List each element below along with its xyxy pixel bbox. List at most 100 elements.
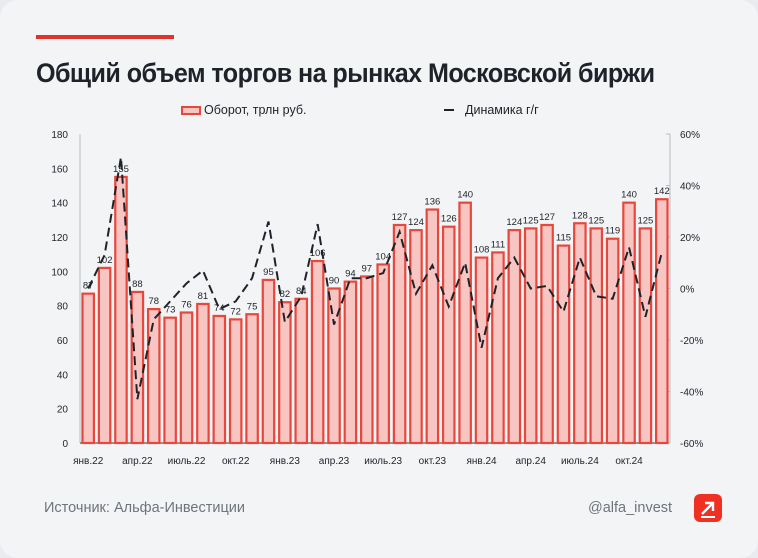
bar-value-label: 119 — [605, 226, 620, 237]
bar — [392, 223, 407, 445]
bar — [441, 225, 456, 445]
y2-tick-label: -20% — [680, 336, 703, 347]
bar — [425, 208, 440, 445]
y2-tick-label: 20% — [680, 233, 700, 244]
bar — [523, 227, 538, 445]
bar-value-label: 88 — [132, 279, 143, 290]
bar-value-label: 125 — [523, 215, 539, 226]
y-tick-label: 0 — [62, 439, 68, 450]
x-tick-label: окт.23 — [419, 456, 447, 467]
x-tick-label: июль.22 — [168, 456, 206, 467]
y-tick-label: 60 — [57, 336, 69, 347]
bar-value-label: 102 — [97, 255, 113, 266]
bar — [655, 198, 669, 445]
x-tick-label: янв.24 — [466, 456, 497, 467]
x-tick-label: окт.22 — [222, 456, 250, 467]
bar-value-label: 104 — [375, 251, 391, 262]
y2-tick-label: 60% — [680, 130, 700, 141]
x-tick-label: апр.22 — [122, 456, 153, 467]
bar-value-label: 97 — [362, 263, 373, 274]
bar-value-label: 124 — [506, 217, 522, 228]
legend-swatch-bar — [181, 105, 201, 115]
bar — [507, 229, 522, 445]
bar-value-label: 84 — [296, 286, 307, 297]
bar — [294, 297, 309, 445]
bar-value-label: 136 — [424, 197, 440, 208]
bar-value-label: 106 — [310, 248, 326, 259]
y-tick-label: 180 — [51, 130, 68, 141]
yoy-line — [87, 157, 663, 400]
y-tick-label: 160 — [51, 164, 68, 175]
bar-value-label: 78 — [148, 296, 159, 307]
bar — [212, 314, 227, 445]
x-tick-label: янв.22 — [73, 456, 104, 467]
bar-value-label: 75 — [247, 301, 258, 312]
bar — [638, 227, 653, 445]
bar — [261, 278, 276, 445]
bar — [458, 201, 472, 445]
bar — [114, 175, 128, 445]
legend-swatch-line — [444, 109, 454, 111]
y-tick-label: 20 — [57, 405, 69, 416]
bar — [343, 280, 358, 445]
y2-tick-label: -40% — [680, 388, 703, 399]
bar-value-label: 81 — [198, 291, 209, 302]
x-tick-label: июль.23 — [364, 456, 402, 467]
bar — [376, 263, 390, 445]
legend-label-line: Динамика г/г — [465, 103, 539, 117]
bar — [540, 223, 554, 445]
bar — [163, 316, 177, 445]
chart-title: Общий объем торгов на рынках Московской … — [36, 58, 655, 88]
bar — [97, 266, 112, 445]
legend-item-line: Динамика г/г — [444, 103, 539, 117]
bar — [310, 259, 325, 445]
bar — [245, 313, 259, 445]
bar — [409, 229, 423, 445]
bar-value-label: 115 — [556, 233, 571, 244]
bar-value-label: 76 — [181, 300, 192, 311]
legend-item-bars: Оборот, трлн руб. — [181, 103, 307, 117]
y-tick-label: 40 — [57, 370, 69, 381]
social-handle[interactable]: @alfa_invest — [588, 500, 673, 516]
bar-value-label: 125 — [637, 215, 653, 226]
bar-value-label: 82 — [280, 289, 291, 300]
bar-value-label: 128 — [572, 210, 588, 221]
bar-value-label: 125 — [588, 215, 604, 226]
bar — [228, 318, 243, 445]
y2-tick-label: 40% — [680, 182, 700, 193]
bar-value-label: 124 — [408, 217, 424, 228]
bar — [573, 222, 587, 445]
bar-value-label: 126 — [441, 214, 457, 225]
bar — [278, 301, 292, 445]
bar-value-label: 127 — [539, 212, 555, 223]
x-tick-label: янв.23 — [270, 456, 301, 467]
bar-value-label: 140 — [457, 190, 473, 201]
alfa-arrow-logo-icon — [694, 494, 722, 522]
bar-value-label: 72 — [230, 306, 241, 317]
bar — [605, 237, 620, 445]
bar — [179, 311, 194, 445]
bar — [327, 287, 341, 445]
bar-value-label: 142 — [654, 186, 670, 197]
bar-value-label: 127 — [392, 212, 408, 223]
bar-value-label: 95 — [263, 267, 274, 278]
x-tick-label: окт.24 — [615, 456, 643, 467]
bar-value-label: 111 — [491, 239, 505, 250]
bar — [196, 302, 210, 445]
accent-bar — [36, 35, 174, 39]
bar — [556, 244, 571, 445]
y-tick-label: 140 — [51, 199, 68, 210]
bar — [589, 227, 604, 445]
bar — [81, 292, 95, 445]
x-tick-label: апр.24 — [515, 456, 546, 467]
y2-tick-label: -60% — [680, 439, 703, 450]
bar-value-label: 73 — [165, 305, 176, 316]
bar — [622, 201, 636, 445]
legend-label-bars: Оборот, трлн руб. — [204, 103, 307, 117]
x-tick-label: июль.24 — [561, 456, 599, 467]
bar — [130, 290, 145, 445]
bar — [491, 251, 505, 445]
bar-value-label: 94 — [345, 269, 356, 280]
bar-value-label: 108 — [474, 245, 490, 256]
